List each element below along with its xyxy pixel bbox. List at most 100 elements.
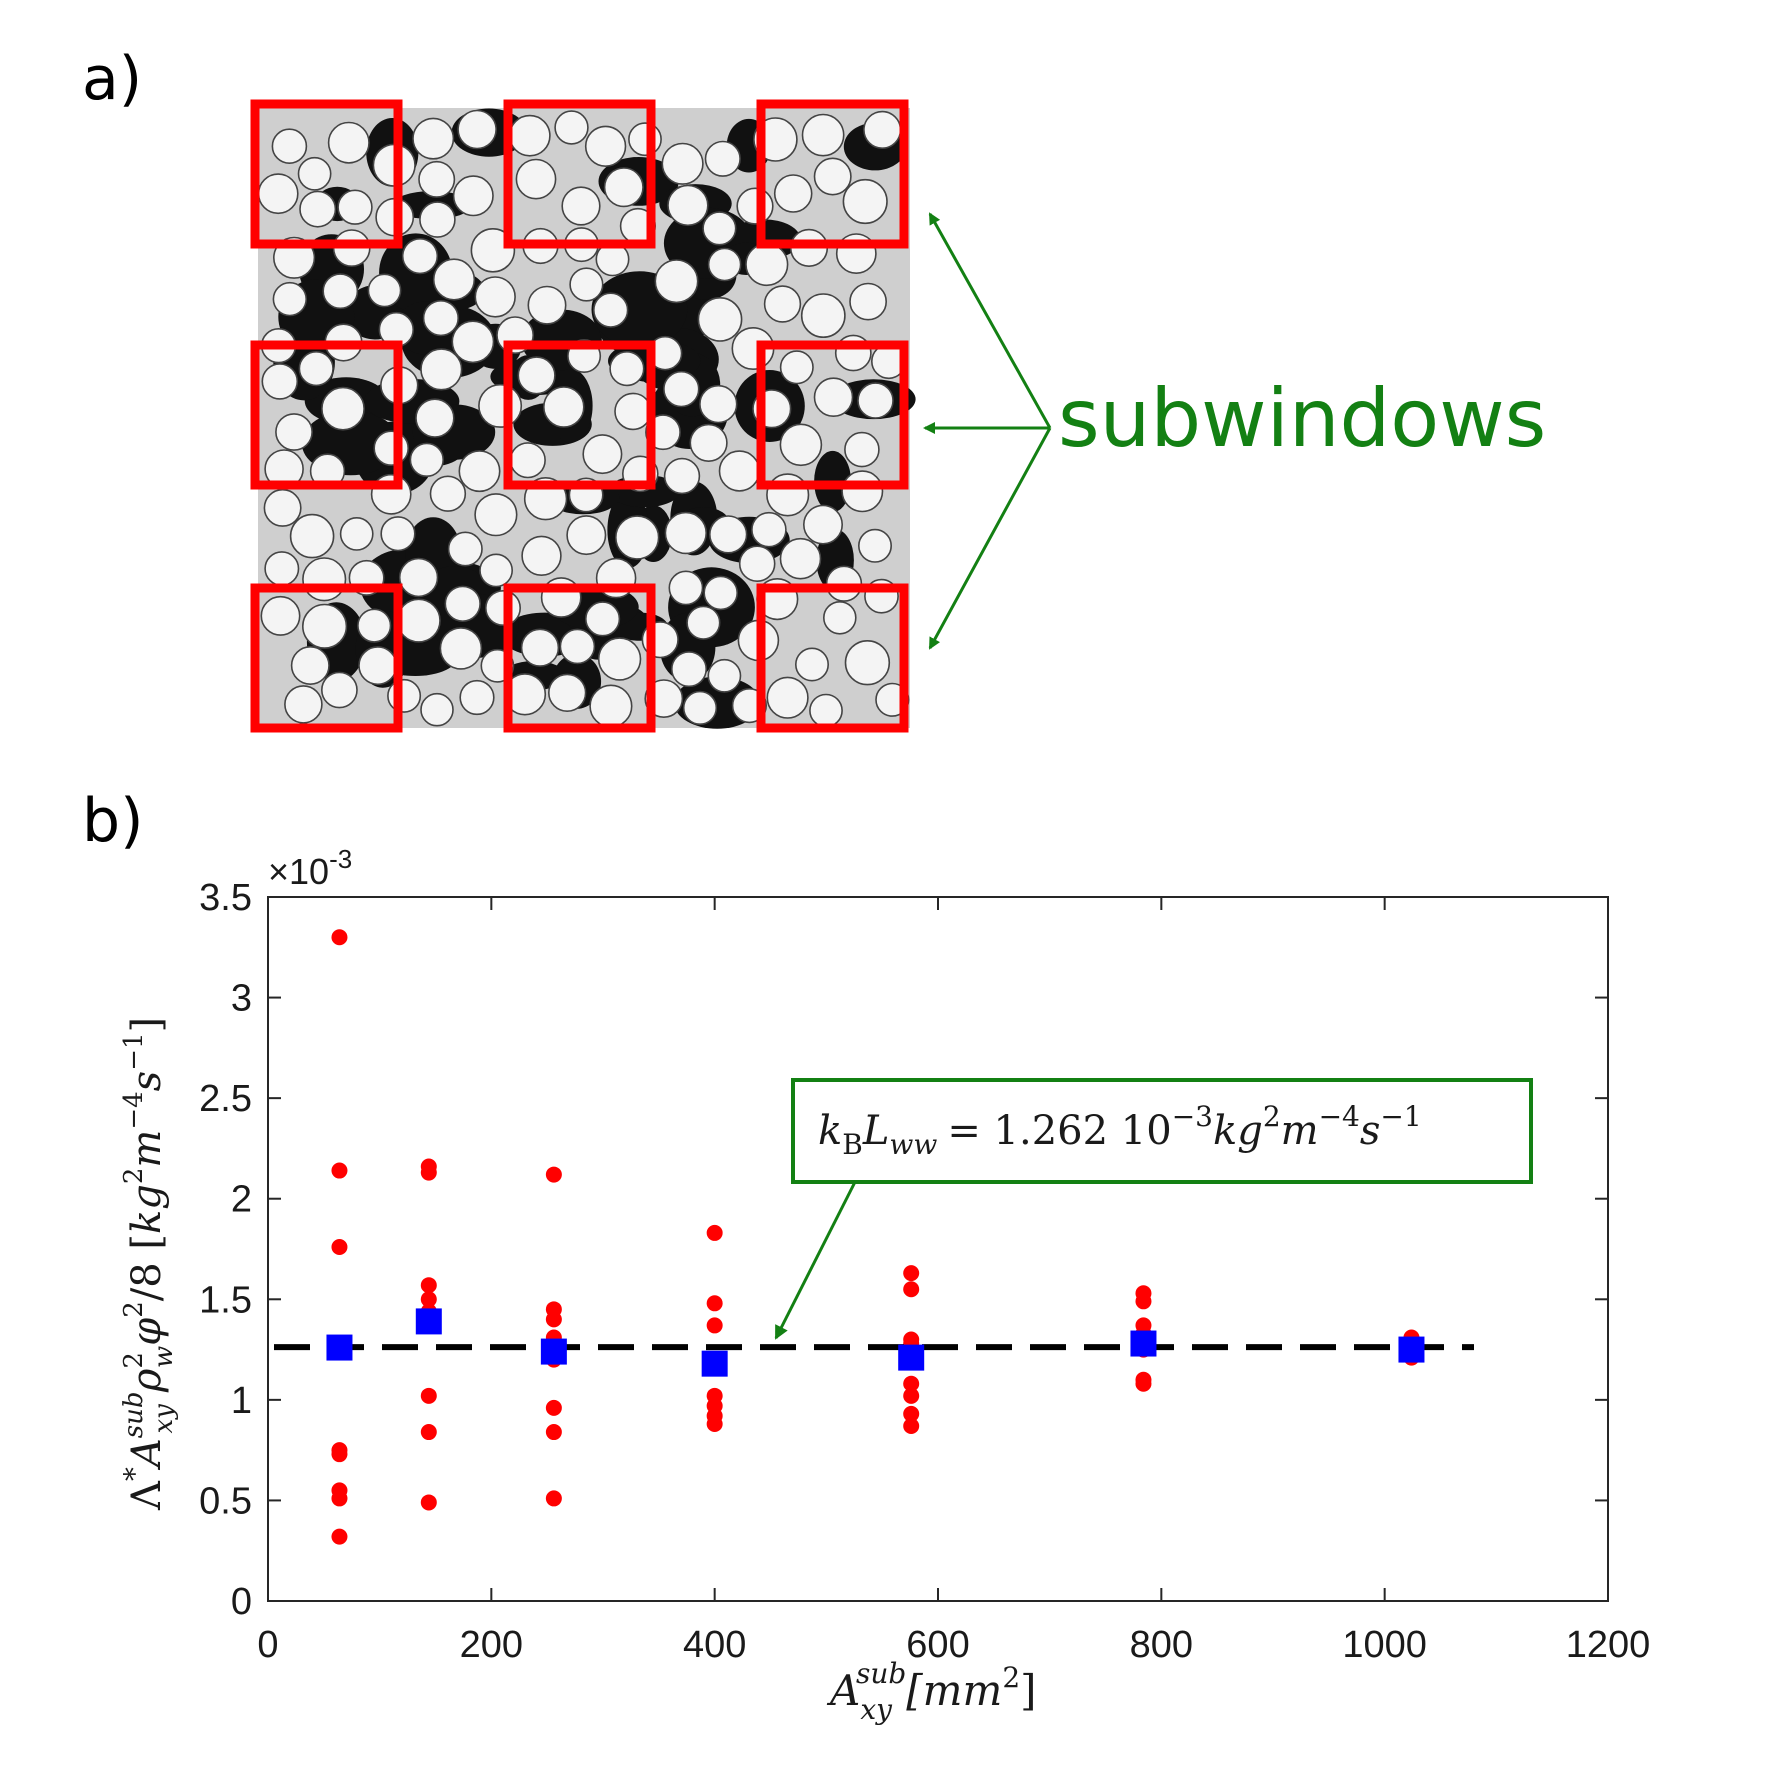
data-point-red (420, 1291, 437, 1308)
y-tick-label: 0.5 (199, 1480, 252, 1522)
data-point-red (331, 1490, 348, 1507)
subwindow-box (503, 583, 656, 733)
fiber-cross-section (704, 140, 741, 177)
subwindows-annotation: subwindows (1058, 372, 1547, 465)
plot-area-frame (267, 896, 1609, 1602)
fiber-cross-section (520, 628, 560, 667)
fiber-cross-section (689, 423, 728, 463)
data-point-red (545, 1311, 562, 1328)
fiber-cross-section (702, 211, 737, 246)
subwindow-arrows (923, 212, 1052, 650)
subwindow-box (756, 583, 909, 733)
fiber-cross-section (707, 247, 742, 282)
fiber-cross-section (703, 575, 739, 611)
panel-b-label: b) (82, 786, 144, 856)
x-tick-label: 0 (257, 1624, 278, 1666)
fiber-cross-section (357, 608, 392, 643)
data-point-blue (701, 1350, 728, 1377)
fiber-cross-section (801, 113, 845, 157)
x-axis: 0 200 400 600 800 1000 1200 (257, 897, 1650, 1666)
annotation-text: kBLww = 1.262 10−3kg2m−4s−1 (818, 1100, 1422, 1161)
subwindow-box (756, 340, 909, 490)
data-point-blue (540, 1338, 567, 1365)
fiber-cross-section (521, 535, 562, 576)
data-point-red (903, 1375, 920, 1392)
fiber-cross-section (289, 513, 335, 559)
data-point-red (331, 1162, 348, 1179)
fiber-cross-section (420, 348, 463, 391)
fiber-cross-section (707, 658, 742, 693)
fiber-cross-section (320, 671, 358, 709)
y-tick-label: 3.5 (199, 877, 252, 919)
fiber-cross-section (263, 488, 302, 527)
data-point-red (1135, 1375, 1152, 1392)
y-axis-label: Λ*Asubxyρ2wφ2/8 [kg2m−4s−1] (118, 1017, 179, 1511)
fiber-cross-section (751, 511, 787, 548)
fiber-cross-section (451, 320, 495, 364)
subwindow-box (250, 340, 403, 490)
fiber-cross-section (271, 128, 308, 164)
subwindow-boxes (250, 99, 909, 733)
fiber-cross-section (517, 356, 556, 395)
subwindow-box (250, 99, 403, 249)
fiber-cross-section (419, 201, 456, 238)
subwindow-box (756, 99, 909, 249)
data-point-red (706, 1295, 723, 1312)
x-tick-label: 200 (460, 1624, 523, 1666)
data-point-red (331, 929, 348, 946)
series-mean-values (326, 1308, 1425, 1377)
data-point-red (903, 1405, 920, 1422)
fiber-cross-section (844, 639, 891, 686)
x-axis-label: Axysub[mm2] (826, 1657, 1037, 1726)
x-tick-label: 1000 (1342, 1624, 1427, 1666)
fiber-cross-section (547, 673, 587, 712)
fiber-cross-section (457, 109, 497, 150)
data-point-red (706, 1224, 723, 1241)
fiber-cross-section (447, 531, 483, 567)
fiber-cross-section (813, 157, 852, 196)
data-point-blue (326, 1334, 353, 1361)
subwindow-box (503, 99, 656, 249)
fiber-cross-section (584, 601, 621, 637)
data-point-red (420, 1387, 437, 1404)
data-point-red (420, 1494, 437, 1511)
series-subwindow-values (331, 929, 1420, 1545)
fiber-cross-section (566, 515, 607, 556)
fiber-cross-section (415, 398, 455, 438)
data-point-red (706, 1415, 723, 1432)
y-tick-label: 0 (231, 1581, 252, 1623)
fiber-cross-section (418, 160, 456, 198)
fiber-cross-section (697, 296, 743, 342)
fiber-cross-section (272, 281, 307, 317)
fiber-cross-section (766, 676, 809, 719)
fiber-cross-section (582, 434, 623, 475)
y-tick-label: 2.5 (199, 1078, 252, 1120)
fiber-cross-section (779, 537, 822, 580)
fiber-cross-section (857, 528, 892, 563)
fiber-cross-section (849, 282, 888, 321)
data-point-blue (1130, 1330, 1157, 1357)
fiber-cross-section (367, 273, 402, 308)
fiber-cross-section (527, 285, 567, 325)
micrograph-figure (250, 99, 1052, 733)
fiber-cross-section (337, 189, 373, 225)
fiber-cross-section (297, 156, 332, 191)
fiber-cross-section (667, 184, 709, 227)
fiber-cross-section (409, 442, 444, 477)
data-point-red (903, 1418, 920, 1435)
fiber-cross-section (654, 259, 699, 304)
fiber-cross-section (800, 293, 846, 339)
fiber-cross-section (554, 110, 589, 145)
fiber-cross-section (542, 386, 585, 428)
fiber-cross-section (439, 627, 483, 670)
fiber-cross-section (452, 175, 494, 217)
subwindow-box (503, 340, 656, 490)
fiber-cross-section (322, 273, 359, 310)
data-point-red (903, 1281, 920, 1298)
fiber-cross-section (420, 692, 454, 727)
fiber-cross-section (298, 351, 334, 387)
fiber-cross-section (663, 370, 700, 408)
data-point-red (420, 1424, 437, 1441)
panel-a-label: a) (82, 44, 143, 114)
